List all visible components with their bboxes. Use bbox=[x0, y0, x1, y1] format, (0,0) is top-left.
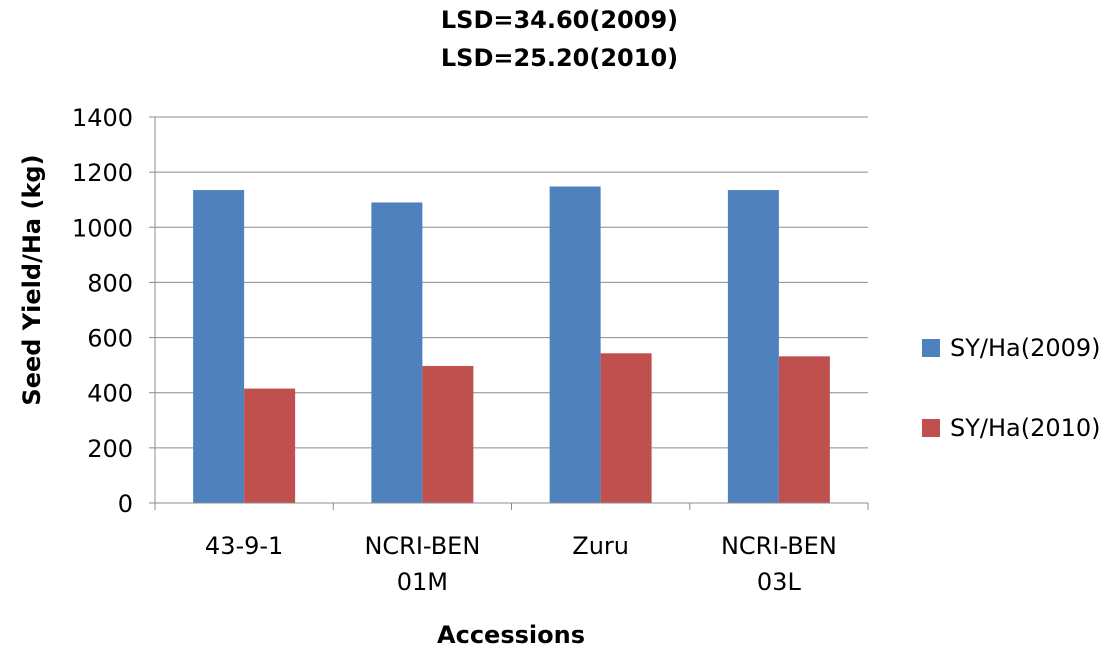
bar-2009 bbox=[549, 186, 601, 504]
bar-2009 bbox=[727, 190, 779, 504]
chart-title-line-1: LSD=34.60(2009) bbox=[440, 6, 679, 34]
legend-item-2009: SY/Ha(2009) bbox=[922, 331, 1101, 365]
legend-label-2009: SY/Ha(2009) bbox=[950, 334, 1101, 362]
bar-2010 bbox=[244, 388, 296, 503]
y-tick-label: 600 bbox=[87, 325, 133, 353]
y-tick-label: 1400 bbox=[72, 104, 133, 132]
y-axis-title: Seed Yield/Ha (kg) bbox=[18, 154, 46, 405]
bar-2010 bbox=[778, 356, 830, 503]
bars bbox=[193, 186, 830, 504]
x-tick-label: 03L bbox=[757, 568, 802, 596]
x-tick-label: NCRI-BEN bbox=[721, 532, 837, 560]
legend: SY/Ha(2009) SY/Ha(2010) bbox=[922, 331, 1101, 491]
legend-label-2010: SY/Ha(2010) bbox=[950, 414, 1101, 442]
bar-2009 bbox=[193, 190, 245, 504]
y-tick-label: 400 bbox=[87, 380, 133, 408]
y-tick-label: 1200 bbox=[72, 159, 133, 187]
legend-swatch-2010 bbox=[922, 419, 940, 437]
axes: 0 200 400 600 800 1000 1200 1400 43-9-1 NCRI-BEN 0… bbox=[72, 104, 869, 596]
chart-title-line-2: LSD=25.20(2010) bbox=[440, 44, 679, 72]
x-axis-title: Accessions bbox=[437, 621, 585, 649]
bar-2009 bbox=[371, 202, 423, 503]
x-tick-label: 43-9-1 bbox=[205, 532, 283, 560]
y-tick-label: 0 bbox=[118, 490, 133, 518]
x-tick-label: 01M bbox=[397, 568, 448, 596]
x-tick-label: Zuru bbox=[572, 532, 629, 560]
bar-2010 bbox=[422, 365, 474, 503]
legend-swatch-2009 bbox=[922, 339, 940, 357]
bar-2010 bbox=[600, 353, 652, 503]
x-tick-label: NCRI-BEN bbox=[364, 532, 480, 560]
y-tick-label: 1000 bbox=[72, 214, 133, 242]
legend-item-2010: SY/Ha(2010) bbox=[922, 411, 1101, 445]
y-tick-label: 800 bbox=[87, 269, 133, 297]
y-tick-label: 200 bbox=[87, 435, 133, 463]
